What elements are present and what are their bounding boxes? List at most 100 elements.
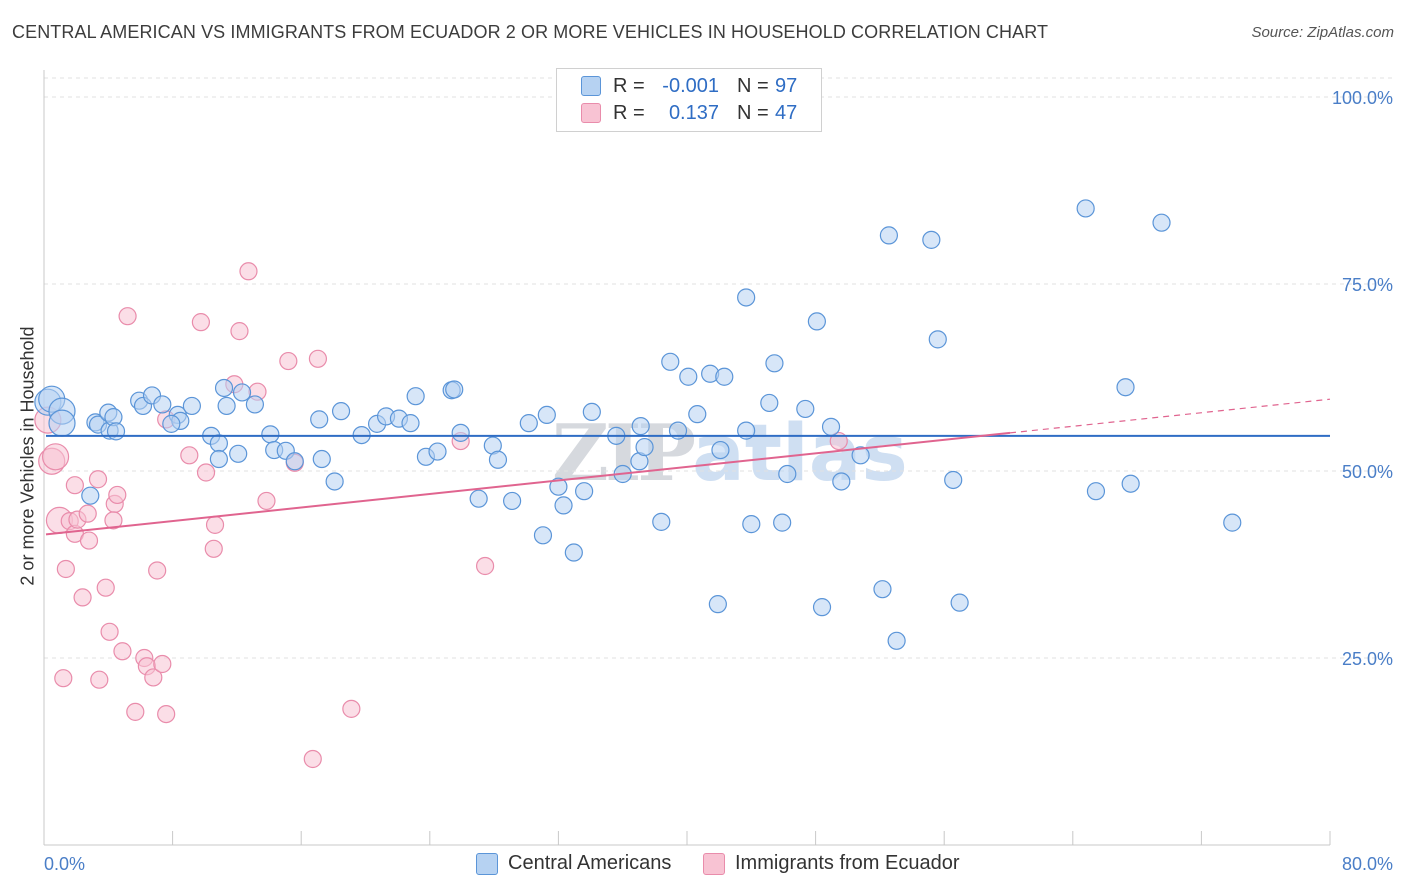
data-point bbox=[162, 414, 181, 433]
data-point bbox=[153, 395, 172, 414]
data-point bbox=[157, 704, 176, 724]
legend-r-label: R = bbox=[613, 101, 645, 124]
data-point bbox=[1076, 199, 1095, 218]
correlation-legend: R = -0.001 N = 97 R = 0.137 N = 47 bbox=[556, 68, 822, 132]
data-point bbox=[285, 452, 304, 471]
data-point bbox=[475, 556, 495, 576]
legend-item-central-americans[interactable]: Central Americans bbox=[476, 852, 671, 875]
data-point bbox=[239, 262, 258, 281]
data-point bbox=[180, 446, 199, 465]
watermark: ZIPatlas bbox=[552, 408, 908, 499]
data-point bbox=[451, 423, 470, 442]
data-point bbox=[108, 485, 127, 505]
data-point bbox=[303, 749, 322, 769]
data-point bbox=[503, 491, 522, 511]
data-point bbox=[554, 496, 573, 515]
data-point bbox=[1121, 474, 1140, 493]
data-point bbox=[331, 402, 351, 421]
data-point bbox=[308, 349, 328, 368]
data-point bbox=[54, 669, 73, 688]
legend-label: Immigrants from Ecuador bbox=[735, 852, 960, 874]
trend-line-ecuador-extension bbox=[1009, 398, 1331, 434]
data-point bbox=[245, 395, 265, 414]
data-point bbox=[635, 437, 654, 457]
data-point bbox=[765, 354, 784, 373]
data-point bbox=[217, 396, 236, 416]
data-point bbox=[944, 470, 963, 490]
data-point bbox=[773, 513, 792, 532]
data-point bbox=[652, 512, 671, 531]
y-tick-label: 100.0% bbox=[1332, 88, 1393, 108]
data-point bbox=[401, 414, 420, 433]
data-point bbox=[533, 526, 553, 545]
chart-title: CENTRAL AMERICAN VS IMMIGRANTS FROM ECUA… bbox=[12, 22, 1049, 42]
data-point bbox=[205, 515, 225, 534]
legend-swatch-blue bbox=[581, 76, 601, 96]
data-point bbox=[708, 595, 727, 614]
data-point bbox=[549, 477, 568, 496]
source-label: Source: ZipAtlas.com bbox=[1251, 24, 1394, 41]
data-point bbox=[928, 330, 947, 349]
y-tick-label: 50.0% bbox=[1342, 462, 1393, 482]
x-tick-label-min: 0.0% bbox=[44, 854, 85, 874]
y-tick-label: 25.0% bbox=[1342, 649, 1393, 669]
data-point bbox=[679, 367, 698, 386]
data-point bbox=[90, 670, 109, 689]
legend-r-label: R = bbox=[613, 74, 645, 97]
data-point bbox=[196, 463, 216, 482]
legend-n-value: 47 bbox=[775, 101, 798, 124]
data-point bbox=[342, 699, 361, 718]
data-point bbox=[469, 489, 488, 508]
data-point bbox=[428, 442, 447, 461]
data-point bbox=[113, 642, 132, 661]
data-point bbox=[65, 476, 84, 495]
data-point bbox=[232, 383, 252, 402]
data-point bbox=[106, 422, 126, 441]
data-point bbox=[1223, 513, 1242, 532]
data-point bbox=[760, 393, 779, 413]
data-point bbox=[230, 322, 249, 341]
data-point bbox=[1086, 482, 1106, 501]
ecuador-points bbox=[34, 262, 848, 769]
trend-layer bbox=[45, 398, 1331, 536]
data-point bbox=[41, 443, 70, 471]
data-point bbox=[209, 434, 228, 453]
data-point bbox=[79, 531, 99, 550]
data-point bbox=[191, 313, 210, 332]
data-point bbox=[148, 561, 167, 580]
legend-item-ecuador[interactable]: Immigrants from Ecuador bbox=[703, 852, 960, 875]
data-point bbox=[1152, 213, 1171, 232]
x-tick-label-max: 80.0% bbox=[1342, 854, 1393, 874]
data-point bbox=[488, 450, 508, 469]
data-point bbox=[325, 472, 344, 491]
data-point bbox=[832, 472, 851, 491]
data-point bbox=[537, 405, 556, 424]
data-point bbox=[214, 378, 234, 398]
data-point bbox=[778, 464, 797, 484]
data-point bbox=[950, 593, 969, 612]
data-point bbox=[257, 491, 276, 511]
data-point bbox=[73, 588, 92, 607]
data-point bbox=[88, 470, 108, 489]
data-point bbox=[312, 449, 331, 469]
data-point bbox=[153, 654, 172, 674]
data-point bbox=[575, 482, 594, 501]
data-point bbox=[100, 622, 119, 641]
data-point bbox=[229, 444, 248, 463]
data-point bbox=[1116, 378, 1135, 397]
data-point bbox=[126, 702, 145, 721]
data-point bbox=[406, 387, 425, 406]
tick-label-layer: 25.0% 50.0% 75.0% 100.0% 0.0% 80.0% bbox=[44, 88, 1393, 874]
data-point bbox=[182, 396, 201, 416]
data-point bbox=[796, 399, 815, 419]
watermark-zip: ZIP bbox=[552, 408, 696, 499]
data-point bbox=[887, 631, 906, 650]
data-point bbox=[688, 405, 707, 424]
data-point bbox=[812, 598, 832, 617]
data-point bbox=[445, 380, 464, 399]
data-point bbox=[81, 486, 100, 505]
data-point bbox=[310, 410, 329, 429]
data-point bbox=[78, 504, 97, 523]
data-point bbox=[737, 288, 756, 307]
data-point bbox=[261, 425, 280, 444]
